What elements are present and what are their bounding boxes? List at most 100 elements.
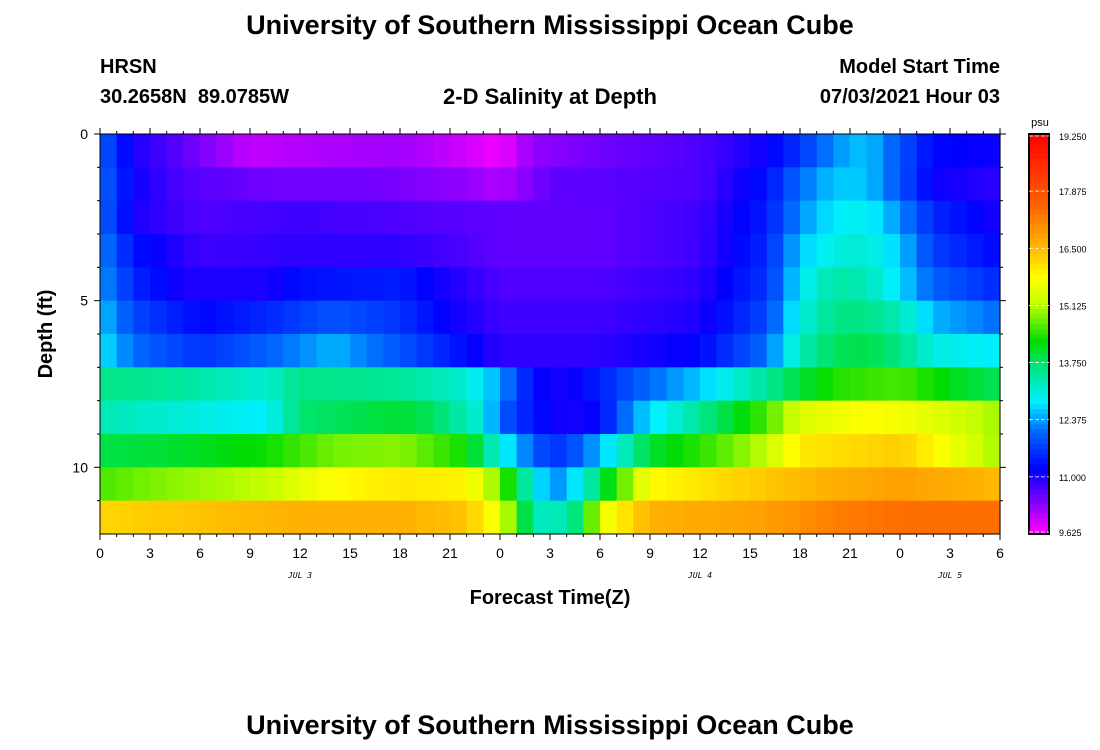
heat-cell — [983, 434, 1001, 468]
heat-cell — [333, 267, 351, 302]
heat-cell — [733, 234, 751, 268]
heat-cell — [466, 267, 484, 302]
heat-cell — [950, 400, 968, 435]
heat-cell — [666, 134, 684, 168]
heat-cell — [966, 367, 984, 402]
heat-cell — [950, 300, 968, 335]
heat-cell — [950, 334, 968, 368]
heat-cell — [600, 467, 618, 502]
heat-cell — [850, 400, 868, 435]
heat-cell — [733, 267, 751, 302]
heat-cell — [550, 234, 568, 268]
heat-cell — [850, 334, 868, 368]
heat-cell — [583, 400, 601, 435]
colorbar-segment — [1029, 509, 1049, 515]
heat-cell — [166, 400, 184, 435]
heat-cell — [116, 267, 134, 302]
heat-cell — [116, 300, 134, 335]
colorbar-segment — [1029, 209, 1049, 215]
heat-cell — [266, 300, 284, 335]
heat-cell — [683, 500, 701, 535]
x-tick-label: 18 — [392, 545, 408, 561]
heat-cell — [100, 467, 118, 502]
heat-cell — [450, 134, 468, 168]
heat-cell — [600, 200, 618, 235]
heat-cell — [900, 467, 918, 502]
heat-cell — [133, 167, 151, 202]
heat-cell — [333, 167, 351, 202]
colorbar-segment — [1029, 284, 1049, 290]
heat-cell — [650, 134, 668, 168]
heat-cell — [183, 467, 201, 502]
colorbar-segment — [1029, 314, 1049, 320]
heat-cell — [133, 300, 151, 335]
heat-cell — [900, 167, 918, 202]
heat-cell — [383, 134, 401, 168]
heat-cell — [800, 200, 818, 235]
y-tick-labels: 0 5 10 — [72, 126, 88, 475]
heat-cell — [800, 467, 818, 502]
heat-cell — [333, 234, 351, 268]
heat-cell — [100, 267, 118, 302]
heat-cell — [550, 400, 568, 435]
heat-cell — [983, 134, 1001, 168]
date-label: JUL 3 — [287, 571, 312, 580]
heat-cell — [916, 134, 934, 168]
heat-cell — [516, 334, 534, 368]
heat-cell — [600, 500, 618, 535]
heat-cell — [466, 467, 484, 502]
heat-cell — [616, 167, 634, 202]
heat-cell — [516, 400, 534, 435]
heat-cell — [566, 300, 584, 335]
heat-cell — [133, 334, 151, 368]
y-axis-label: Depth (ft) — [35, 290, 57, 379]
heat-cell — [283, 400, 301, 435]
heat-cell — [466, 500, 484, 535]
heat-cell — [116, 234, 134, 268]
heat-cell — [750, 167, 768, 202]
heat-cell — [250, 400, 268, 435]
heat-cell — [233, 134, 251, 168]
heat-cell — [316, 400, 334, 435]
heat-cell — [350, 300, 368, 335]
heat-cell — [466, 167, 484, 202]
heat-cell — [916, 500, 934, 535]
heat-cell — [833, 367, 851, 402]
heat-cell — [216, 400, 234, 435]
colorbar-segment — [1029, 239, 1049, 245]
colorbar-unit: psu — [1031, 117, 1049, 129]
heat-cell — [100, 367, 118, 402]
x-tick-label: 3 — [146, 545, 154, 561]
heat-cell — [450, 434, 468, 468]
heat-cell — [733, 400, 751, 435]
heat-cell — [816, 434, 834, 468]
heat-cell — [316, 300, 334, 335]
heat-cell — [366, 134, 384, 168]
heat-cell — [733, 200, 751, 235]
heat-cell — [150, 267, 168, 302]
x-tick-label: 6 — [596, 545, 604, 561]
heat-cell — [633, 400, 651, 435]
heat-cell — [116, 434, 134, 468]
chart-title: 2-D Salinity at Depth — [443, 84, 657, 109]
heat-cell — [150, 234, 168, 268]
date-labels: JUL 3 JUL 4 JUL 5 — [287, 571, 962, 580]
heat-cell — [133, 400, 151, 435]
heat-cell — [200, 167, 218, 202]
heat-cell — [816, 167, 834, 202]
colorbar-label: 12.375 — [1059, 416, 1087, 426]
heat-cell — [800, 167, 818, 202]
heat-cell — [500, 300, 518, 335]
heat-cell — [650, 467, 668, 502]
heat-cell — [700, 134, 718, 168]
heat-cell — [200, 234, 218, 268]
heat-cell — [300, 400, 318, 435]
heat-cell — [683, 200, 701, 235]
heat-cell — [483, 234, 501, 268]
heat-cell — [200, 267, 218, 302]
heat-cell — [700, 500, 718, 535]
heat-cell — [750, 434, 768, 468]
heat-cell — [366, 334, 384, 368]
colorbar-segment — [1029, 439, 1049, 445]
heat-cell — [383, 500, 401, 535]
